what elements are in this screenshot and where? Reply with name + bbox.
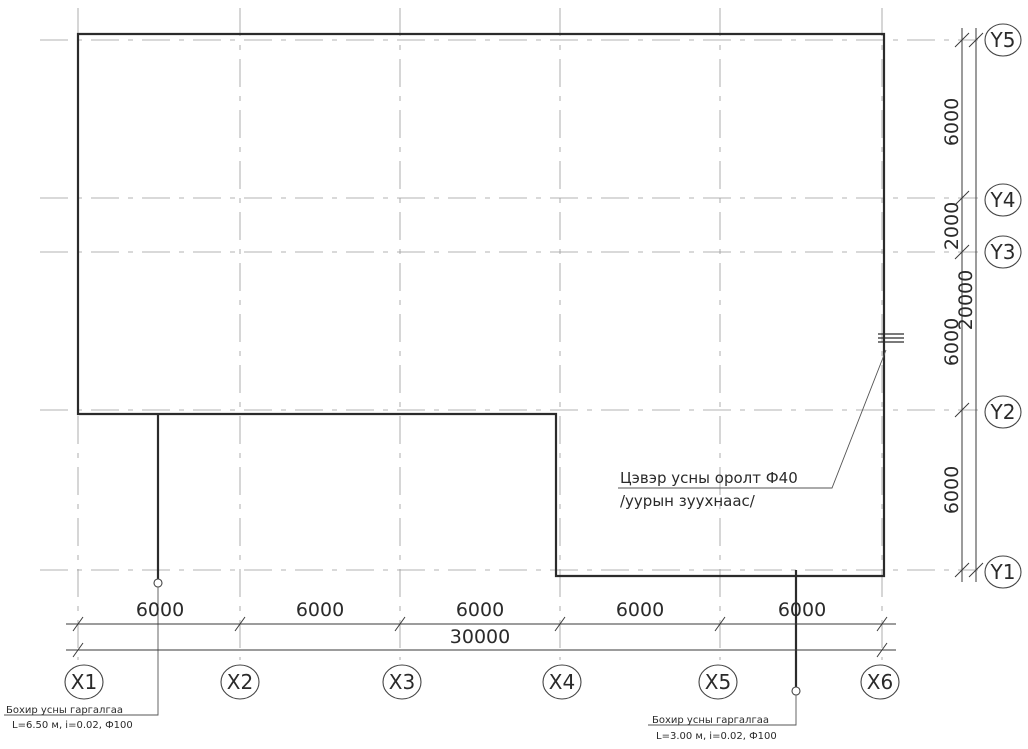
drain-left xyxy=(4,414,163,716)
drain-right-label: Бохир усны гаргалгаа xyxy=(652,715,769,726)
bottom-ticks xyxy=(72,616,888,658)
tick xyxy=(554,616,566,632)
building-outline xyxy=(76,32,886,578)
water-inlet-sublabel: /уурын зуухнаас/ xyxy=(620,492,756,510)
axis-label-y2: Y2 xyxy=(990,400,1016,424)
tick xyxy=(394,616,406,632)
drain-left-spec: L=6.50 м, i=0.02, Ф100 xyxy=(12,720,133,731)
tick xyxy=(72,642,84,658)
axis-bubble-y1 xyxy=(984,555,1022,589)
drain-left-label: Бохир усны гаргалгаа xyxy=(6,705,123,716)
bottom-dim-5: 6000 xyxy=(778,599,826,621)
drain-right-leader xyxy=(648,695,797,726)
axis-label-x4: X4 xyxy=(549,670,575,694)
right-dim-y2-y1: 6000 xyxy=(941,466,963,514)
tick xyxy=(954,562,970,578)
axis-label-y4: Y4 xyxy=(990,188,1016,212)
water-inlet xyxy=(618,333,904,489)
drain-left-outlet xyxy=(153,578,163,588)
tick xyxy=(954,402,970,418)
tick xyxy=(876,616,888,632)
bottom-dimensions: 6000 6000 6000 6000 6000 30000 xyxy=(66,599,896,658)
axis-bubble-y4 xyxy=(984,183,1022,217)
right-total-dim: 20000 xyxy=(955,270,977,330)
bottom-total-dim: 30000 xyxy=(450,626,510,648)
right-ticks xyxy=(954,32,984,578)
axis-label-x3: X3 xyxy=(389,670,415,694)
right-dim-y4-y3: 2000 xyxy=(941,202,963,250)
tick xyxy=(968,562,984,578)
tick xyxy=(714,616,726,632)
water-inlet-label: Цэвэр усны оролт Ф40 xyxy=(620,469,798,487)
tick xyxy=(72,616,84,632)
axis-label-y3: Y3 xyxy=(990,240,1016,264)
axis-label-y5: Y5 xyxy=(990,28,1016,52)
axis-bubble-x5 xyxy=(698,664,738,700)
drain-right xyxy=(648,570,801,726)
axis-label-x1: X1 xyxy=(71,670,97,694)
tick xyxy=(876,642,888,658)
tick xyxy=(954,32,970,48)
axis-label-x2: X2 xyxy=(227,670,253,694)
tick xyxy=(234,616,246,632)
axis-bubble-x2 xyxy=(220,664,260,700)
bottom-dim-3: 6000 xyxy=(456,599,504,621)
axis-label-x6: X6 xyxy=(867,670,893,694)
bottom-dim-1: 6000 xyxy=(136,599,184,621)
bottom-dim-2: 6000 xyxy=(296,599,344,621)
right-dim-y3-y2: 6000 xyxy=(941,318,963,366)
grid-lines xyxy=(40,8,978,660)
drain-right-outlet xyxy=(791,686,801,696)
drain-left-leader xyxy=(4,587,159,716)
right-dimensions: 6000 2000 6000 6000 20000 xyxy=(941,28,984,582)
water-inlet-leader xyxy=(618,349,887,489)
bottom-dim-4: 6000 xyxy=(616,599,664,621)
axis-bubble-x4 xyxy=(542,664,582,700)
axis-bubble-x3 xyxy=(382,664,422,700)
axis-bubble-y5 xyxy=(984,23,1022,57)
axis-bubble-x6 xyxy=(860,664,900,700)
x-axis-bubbles: X1 X2 X3 X4 X5 X6 xyxy=(64,664,900,700)
right-dim-y5-y4: 6000 xyxy=(941,98,963,146)
tick xyxy=(954,190,970,206)
y-axis-bubbles: Y5 Y4 Y3 Y2 Y1 xyxy=(984,23,1022,589)
drain-right-spec: L=3.00 м, i=0.02, Ф100 xyxy=(656,731,777,742)
tick xyxy=(954,244,970,260)
axis-bubble-y3 xyxy=(984,235,1022,269)
axis-bubble-y2 xyxy=(984,395,1022,429)
axis-label-x5: X5 xyxy=(705,670,731,694)
axis-bubble-x1 xyxy=(64,664,104,700)
tick xyxy=(968,32,984,48)
axis-label-y1: Y1 xyxy=(990,560,1016,584)
